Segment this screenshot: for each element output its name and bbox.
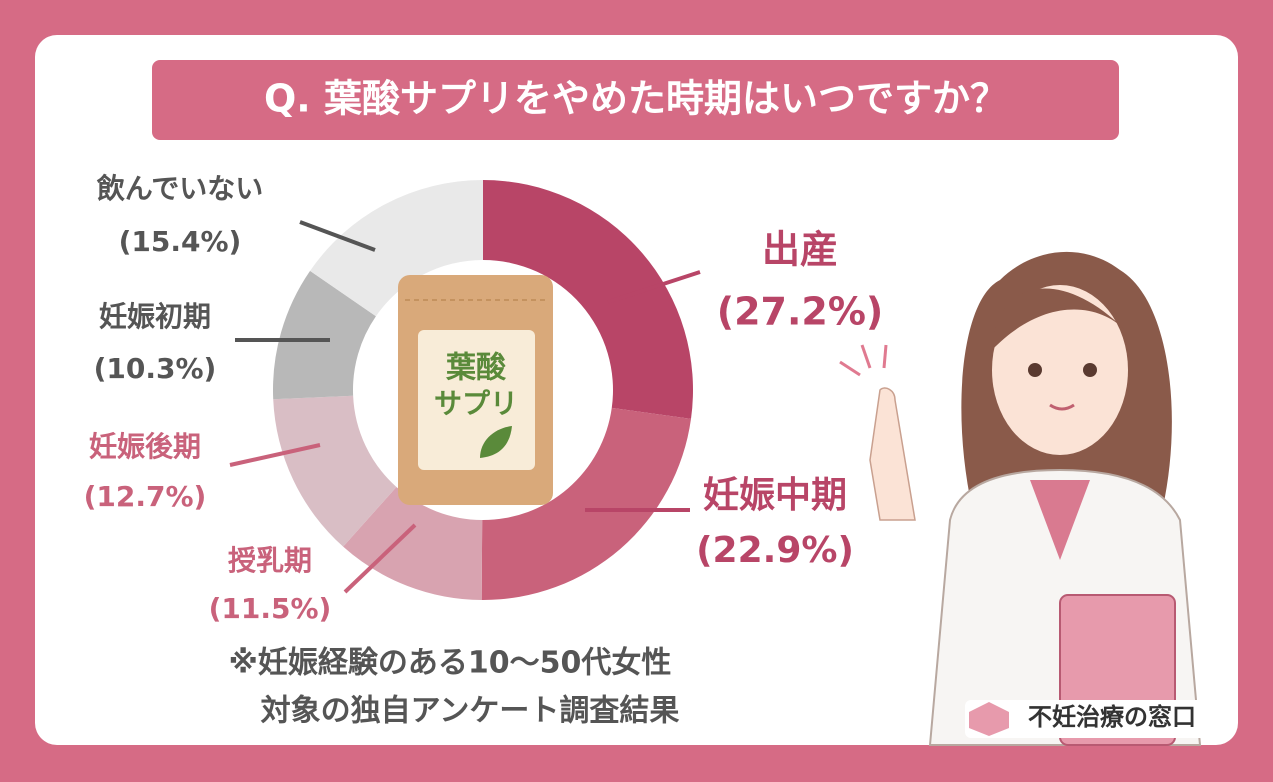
category-label: 授乳期 <box>228 544 312 577</box>
value-label: (22.9%) <box>696 530 854 571</box>
value-label: (27.2%) <box>717 290 884 334</box>
category-label: 妊娠後期 <box>89 430 201 463</box>
donut-segment <box>481 407 691 600</box>
title-banner <box>152 60 1119 140</box>
logo-icon <box>969 702 1009 736</box>
donut-segment <box>343 486 483 600</box>
donut-segment <box>483 180 693 419</box>
supplement-bag: 葉酸 サプリ <box>398 275 553 505</box>
category-label: 妊娠中期 <box>703 475 847 516</box>
donut <box>273 180 693 600</box>
note: 対象の独自アンケート調査結果 <box>261 694 680 729</box>
donut-segment <box>273 395 397 547</box>
category-label: 出産 <box>762 228 838 272</box>
category-label: 飲んでいない <box>97 172 264 205</box>
logo-box <box>965 700 1220 738</box>
leader-line <box>343 523 417 594</box>
value-label: (12.7%) <box>84 480 207 513</box>
donut-segment <box>273 270 376 400</box>
center-text: 葉酸 <box>445 351 507 386</box>
center-text: サプリ <box>434 387 518 420</box>
logo: 不妊治療の窓口 <box>1028 703 1196 731</box>
category-label: 妊娠初期 <box>99 300 211 333</box>
donut-segment <box>310 180 483 317</box>
note: ※妊娠経験のある10～50代女性 <box>229 646 672 681</box>
value-label: (10.3%) <box>94 352 217 385</box>
value-label: (11.5%) <box>209 592 332 625</box>
chart-title: Q. 葉酸サプリをやめた時期はいつですか？ <box>264 77 1008 121</box>
value-label: (15.4%) <box>119 225 242 258</box>
leader-line <box>299 220 376 252</box>
leader-line <box>229 443 321 467</box>
leader-line <box>607 270 701 304</box>
